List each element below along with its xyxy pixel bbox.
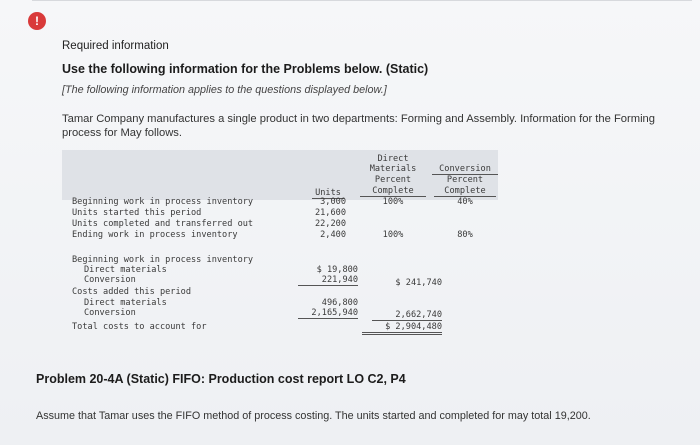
row-label: Units started this period: [72, 208, 202, 218]
row-units: 2,400: [320, 230, 346, 240]
col-header-dm-2: Materials: [369, 164, 417, 174]
row-units: 21,600: [314, 208, 346, 218]
col-header-units: Units: [312, 188, 344, 199]
row-units: 22,200: [314, 219, 346, 229]
assumption-text: Assume that Tamar uses the FIFO method o…: [36, 410, 591, 422]
row-label: Beginning work in process inventory: [72, 197, 254, 207]
col-header-dm-1: Direct: [377, 154, 409, 164]
col-header-dm-3: Percent: [374, 175, 412, 185]
problem-title: Problem 20-4A (Static) FIFO: Production …: [36, 372, 406, 386]
col-header-cv-2: Percent: [446, 175, 484, 185]
col-header-dm-4: Complete: [360, 186, 426, 197]
added-dm-label: Direct materials: [84, 298, 167, 308]
row-label: Ending work in process inventory: [72, 230, 238, 240]
col-header-cv-1: Conversion: [432, 164, 498, 175]
row-cv-pct: 80%: [457, 230, 473, 240]
forming-process-table: Direct Materials Percent Complete Conver…: [62, 150, 498, 342]
added-conv-label: Conversion: [84, 308, 136, 318]
added-dm-value: 496,800: [321, 298, 358, 308]
bwip-total-value: $ 241,740: [395, 278, 442, 288]
table-header-band: [62, 150, 498, 200]
problem-description: Tamar Company manufactures a single prod…: [62, 113, 655, 139]
instructions-heading: Use the following information for the Pr…: [62, 62, 429, 76]
total-costs-label: Total costs to account for: [72, 322, 207, 332]
row-label: Units completed and transferred out: [72, 219, 254, 229]
added-conv-value: 2,165,940: [298, 308, 358, 319]
bwip-dm-label: Direct materials: [84, 265, 167, 275]
added-total-value: 2,662,740: [372, 310, 442, 321]
row-dm-pct: 100%: [382, 230, 404, 240]
alert-icon: !: [28, 12, 46, 30]
costs-added-label: Costs added this period: [72, 287, 191, 297]
required-information-label: Required information: [62, 40, 169, 52]
total-costs-value: $ 2,904,480: [362, 322, 442, 335]
top-divider: [32, 0, 692, 1]
row-dm-pct: 100%: [382, 197, 404, 207]
bwip-dm-value: $ 19,800: [316, 265, 358, 275]
bwip-conv-value: 221,940: [298, 275, 358, 286]
row-cv-pct: 40%: [457, 197, 473, 207]
bwip-cost-label: Beginning work in process inventory: [72, 255, 254, 265]
col-header-cv-3: Complete: [434, 186, 496, 197]
applies-note: [The following information applies to th…: [62, 84, 387, 96]
row-units: 3,000: [320, 197, 346, 207]
bwip-conv-label: Conversion: [84, 275, 136, 285]
